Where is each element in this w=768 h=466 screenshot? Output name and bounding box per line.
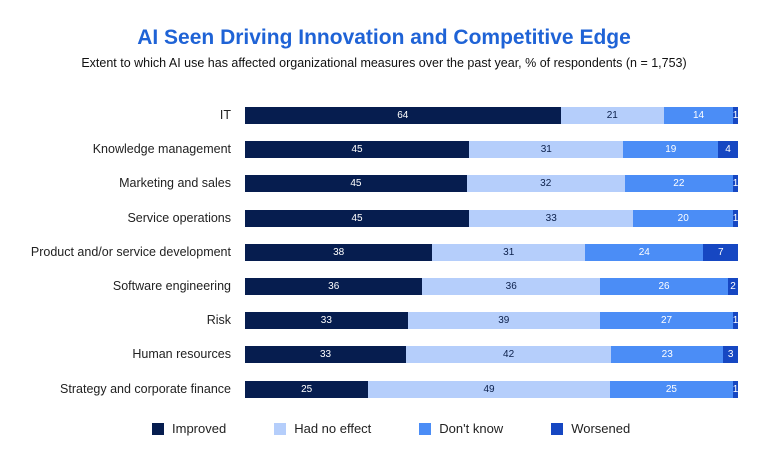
bar-segment-worsened: 1 bbox=[733, 107, 738, 124]
data-label: 7 bbox=[717, 246, 724, 258]
bar-segment-improved: 45 bbox=[245, 209, 470, 227]
data-label: 33 bbox=[320, 315, 332, 327]
data-label: 14 bbox=[692, 110, 705, 121]
bar-segment-don-t-know: 27 bbox=[599, 312, 734, 330]
bar-segment-had-no-effect: 31 bbox=[432, 243, 586, 261]
bar-segment-had-no-effect: 31 bbox=[469, 141, 624, 159]
data-label: 4 bbox=[725, 144, 731, 156]
category-label: Software engineering bbox=[112, 279, 231, 293]
data-label: 42 bbox=[503, 349, 515, 361]
data-label: 38 bbox=[333, 246, 345, 258]
data-label: 64 bbox=[397, 110, 409, 121]
data-label: 23 bbox=[661, 349, 673, 361]
bar-segment-had-no-effect: 33 bbox=[469, 209, 634, 227]
data-label: 39 bbox=[498, 315, 510, 327]
legend-label: Worsened bbox=[571, 421, 631, 436]
legend-item: Improved bbox=[152, 421, 226, 436]
legend-swatch bbox=[551, 422, 564, 435]
legend: Improved Had no effect Don't know Worsened bbox=[152, 421, 678, 436]
data-label: 3 bbox=[727, 349, 734, 361]
data-label: 33 bbox=[319, 349, 332, 361]
category-label: Product and/or service development bbox=[30, 244, 231, 259]
data-label: 1 bbox=[732, 178, 739, 190]
data-label: 20 bbox=[677, 212, 689, 224]
data-label: 1 bbox=[732, 212, 739, 224]
data-label: 26 bbox=[658, 281, 670, 292]
bar-segment-had-no-effect: 36 bbox=[422, 278, 600, 295]
bar-segment-don-t-know: 25 bbox=[609, 380, 734, 398]
data-label: 45 bbox=[350, 178, 362, 190]
bar-segment-had-no-effect: 21 bbox=[560, 107, 665, 124]
chart-subtitle: Extent to which AI use has affected orga… bbox=[81, 56, 687, 70]
bar-segment-don-t-know: 24 bbox=[585, 243, 704, 261]
legend-swatch bbox=[274, 422, 287, 435]
bar-segment-worsened: 2 bbox=[728, 278, 738, 295]
data-label: 22 bbox=[673, 178, 685, 190]
data-label: 19 bbox=[665, 144, 677, 156]
data-label: 21 bbox=[606, 110, 618, 121]
data-label: 33 bbox=[545, 212, 557, 224]
data-label: 25 bbox=[665, 383, 677, 395]
bar-segment-worsened: 1 bbox=[732, 209, 739, 227]
data-label: 1 bbox=[732, 383, 739, 395]
chart-title: AI Seen Driving Innovation and Competiti… bbox=[137, 26, 631, 49]
legend-item: Don't know bbox=[419, 421, 503, 436]
bar-segment-improved: 25 bbox=[245, 380, 369, 398]
bar-segment-worsened: 1 bbox=[732, 312, 739, 330]
bar-segment-worsened: 1 bbox=[732, 380, 739, 398]
category-label: Human resources bbox=[132, 347, 231, 362]
data-label: 24 bbox=[638, 246, 650, 258]
bar-segment-improved: 36 bbox=[245, 278, 423, 295]
bar-segment-had-no-effect: 32 bbox=[466, 175, 625, 193]
bar-segment-improved: 33 bbox=[245, 346, 407, 364]
category-label: IT bbox=[219, 108, 231, 122]
legend-swatch bbox=[152, 422, 164, 435]
bar-segment-don-t-know: 20 bbox=[633, 209, 734, 227]
bar-segment-worsened: 4 bbox=[718, 141, 738, 159]
data-label: 31 bbox=[503, 246, 515, 258]
bar-segment-had-no-effect: 42 bbox=[406, 346, 612, 364]
data-label: 45 bbox=[351, 144, 363, 156]
legend-label: Improved bbox=[172, 421, 227, 436]
data-label: 49 bbox=[483, 383, 495, 395]
bar-segment-improved: 45 bbox=[245, 141, 470, 159]
data-label: 1 bbox=[732, 110, 739, 121]
bar-segment-don-t-know: 26 bbox=[599, 278, 729, 295]
bar-segment-improved: 45 bbox=[245, 175, 467, 193]
category-label: Service operations bbox=[127, 210, 231, 225]
data-label: 31 bbox=[540, 144, 552, 156]
category-label: Marketing and sales bbox=[119, 176, 231, 191]
bar-segment-worsened: 7 bbox=[703, 243, 738, 261]
bar-segment-worsened: 1 bbox=[732, 175, 739, 193]
legend-label: Had no effect bbox=[294, 421, 372, 436]
legend-swatch bbox=[419, 422, 432, 435]
data-label: 36 bbox=[505, 281, 517, 292]
data-label: 27 bbox=[660, 315, 673, 327]
category-label: Risk bbox=[206, 313, 231, 328]
data-label: 36 bbox=[328, 281, 340, 292]
data-label: 1 bbox=[732, 315, 739, 327]
data-label: 2 bbox=[730, 281, 736, 292]
bar-segment-improved: 64 bbox=[245, 107, 561, 124]
bar-segment-improved: 38 bbox=[245, 243, 433, 261]
legend-label: Don't know bbox=[439, 421, 504, 436]
bar-segment-worsened: 3 bbox=[723, 346, 738, 364]
category-label: Knowledge management bbox=[92, 142, 231, 157]
bar-segment-don-t-know: 22 bbox=[624, 175, 734, 193]
legend-item: Had no effect bbox=[274, 421, 371, 436]
category-label: Strategy and corporate finance bbox=[60, 381, 231, 396]
data-label: 32 bbox=[540, 178, 552, 190]
bar-segment-don-t-know: 19 bbox=[623, 141, 719, 159]
data-label: 25 bbox=[301, 383, 313, 395]
bar-segment-don-t-know: 23 bbox=[611, 346, 724, 364]
bar-segment-improved: 33 bbox=[245, 312, 408, 330]
bar-segment-don-t-know: 14 bbox=[664, 107, 734, 124]
bar-segment-had-no-effect: 49 bbox=[368, 380, 610, 398]
bar-segment-had-no-effect: 39 bbox=[407, 312, 600, 330]
legend-item: Worsened bbox=[551, 421, 630, 436]
data-label: 45 bbox=[351, 212, 363, 224]
